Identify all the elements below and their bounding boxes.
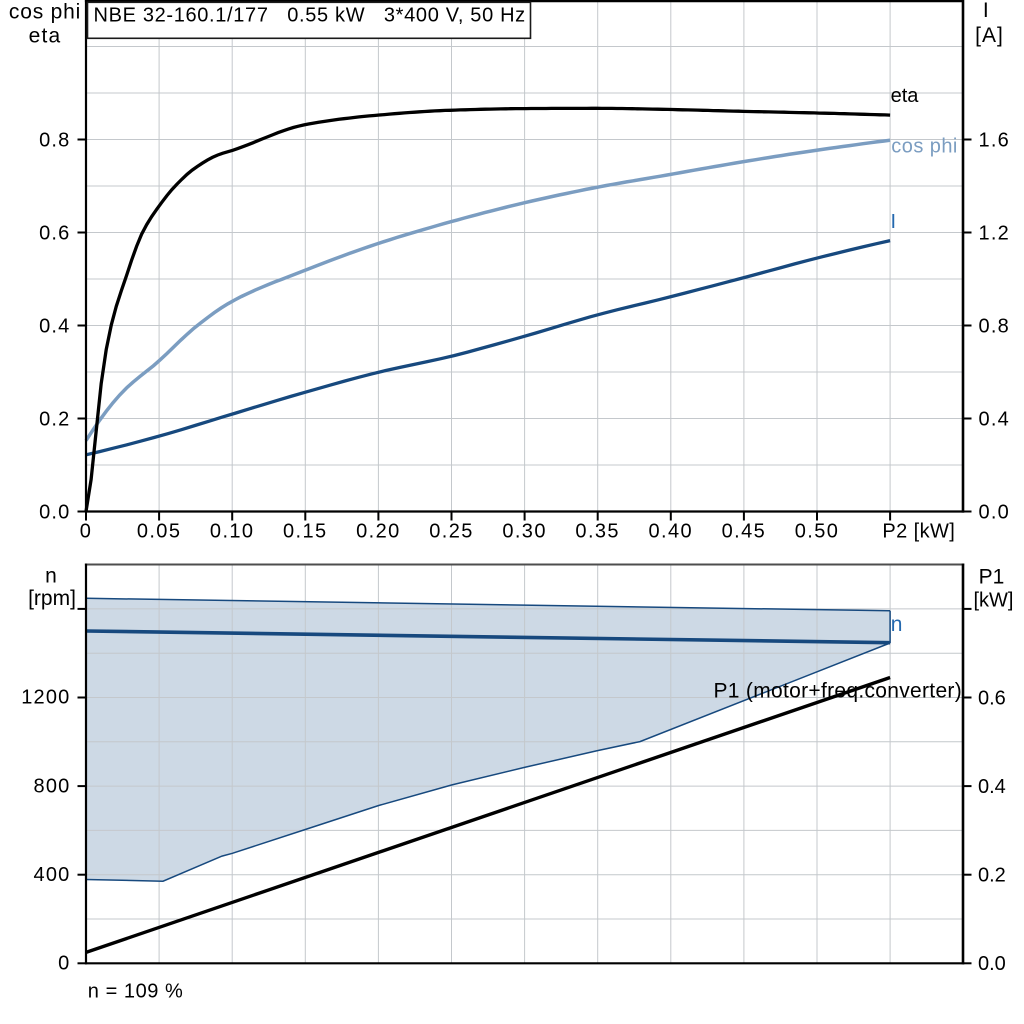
svg-text:400: 400 <box>34 864 71 886</box>
svg-text:0.10: 0.10 <box>210 521 255 543</box>
svg-text:0.2: 0.2 <box>39 409 70 431</box>
svg-text:n = 109 %: n = 109 % <box>88 981 184 1003</box>
svg-text:NBE 32-160.1/177 0.55 kW 3: NBE 32-160.1/177 0.55 kW 3*400 V, 50 Hz <box>94 5 526 27</box>
svg-text:n: n <box>45 565 57 588</box>
svg-text:1.6: 1.6 <box>979 130 1010 152</box>
svg-text:0.4: 0.4 <box>979 409 1010 431</box>
svg-text:P2 [kW]: P2 [kW] <box>882 521 955 543</box>
svg-text:0: 0 <box>58 953 70 975</box>
svg-text:0.2: 0.2 <box>978 865 1006 887</box>
svg-text:0.05: 0.05 <box>137 521 182 543</box>
svg-text:0.45: 0.45 <box>722 521 767 543</box>
svg-text:[rpm]: [rpm] <box>28 587 76 610</box>
svg-text:[kW]: [kW] <box>974 590 1014 612</box>
svg-text:0.0: 0.0 <box>39 502 70 524</box>
svg-text:cos phi: cos phi <box>9 1 81 24</box>
svg-text:0.8: 0.8 <box>39 130 70 152</box>
svg-text:0: 0 <box>80 521 93 543</box>
svg-text:0.6: 0.6 <box>39 223 70 245</box>
svg-text:0.30: 0.30 <box>502 521 547 543</box>
svg-text:0.40: 0.40 <box>649 521 694 543</box>
svg-text:I: I <box>983 0 989 22</box>
svg-text:0.0: 0.0 <box>979 502 1010 524</box>
svg-text:0.50: 0.50 <box>795 521 840 543</box>
svg-text:0.6: 0.6 <box>978 687 1006 709</box>
svg-text:n: n <box>891 613 903 636</box>
svg-text:P1: P1 <box>979 566 1005 589</box>
svg-text:0.4: 0.4 <box>39 316 70 338</box>
svg-text:0.0: 0.0 <box>978 953 1006 975</box>
svg-text:0.35: 0.35 <box>575 521 620 543</box>
svg-text:eta: eta <box>891 85 920 107</box>
svg-text:0.20: 0.20 <box>356 521 401 543</box>
svg-text:1200: 1200 <box>21 687 70 709</box>
svg-text:800: 800 <box>34 775 71 797</box>
svg-text:cos phi: cos phi <box>891 136 958 158</box>
svg-text:I: I <box>891 211 897 233</box>
svg-text:0.15: 0.15 <box>283 521 328 543</box>
svg-text:0.25: 0.25 <box>429 521 474 543</box>
svg-text:P1 (motor+freq.converter): P1 (motor+freq.converter) <box>714 680 963 703</box>
svg-text:1.2: 1.2 <box>979 223 1010 245</box>
svg-text:0.8: 0.8 <box>979 316 1010 338</box>
svg-text:0.4: 0.4 <box>978 776 1006 798</box>
svg-text:eta: eta <box>29 25 62 48</box>
svg-text:[A]: [A] <box>975 24 1004 47</box>
